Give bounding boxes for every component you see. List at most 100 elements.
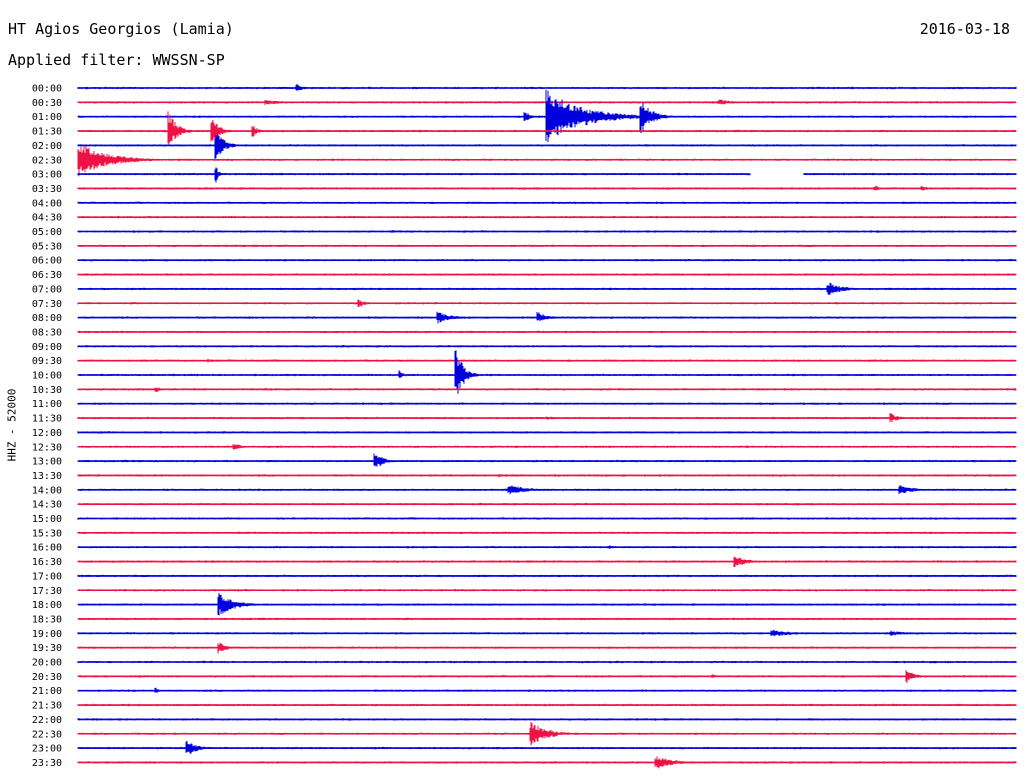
- time-label-2330: 23:30: [32, 758, 62, 769]
- time-label-0500: 05:00: [32, 227, 62, 238]
- trace-1130: [77, 413, 1017, 423]
- time-label-1930: 19:30: [32, 643, 62, 654]
- trace-1030: [77, 387, 1017, 392]
- time-label-0200: 02:00: [32, 141, 62, 152]
- time-label-0730: 07:30: [32, 299, 62, 310]
- time-tick-labels: 00:00 00:30 01:00 01:30 02:00 02:30 03:00 03:30…: [32, 84, 62, 769]
- time-label-1100: 11:00: [32, 399, 62, 410]
- time-label-2200: 22:00: [32, 715, 62, 726]
- record-date: 2016-03-18: [919, 20, 1010, 38]
- time-label-0800: 08:00: [32, 313, 62, 324]
- trace-1900: [77, 629, 1017, 637]
- time-label-0600: 06:00: [32, 256, 62, 267]
- trace-1630: [77, 556, 1017, 567]
- trace-1200: [77, 431, 1017, 434]
- trace-0400: [77, 201, 1017, 205]
- time-label-0900: 09:00: [32, 342, 62, 353]
- trace-0830: [77, 330, 1017, 334]
- time-label-1700: 17:00: [32, 571, 62, 582]
- trace-0800: [77, 311, 1017, 324]
- time-label-2230: 22:30: [32, 729, 62, 740]
- trace-0300: [77, 167, 1017, 183]
- time-label-0130: 01:30: [32, 127, 62, 138]
- time-label-1030: 10:30: [32, 385, 62, 396]
- time-label-0430: 04:30: [32, 213, 62, 224]
- time-label-1800: 18:00: [32, 600, 62, 611]
- trace-2030: [77, 670, 1017, 683]
- trace-2200: [77, 718, 1017, 721]
- trace-1330: [77, 474, 1017, 478]
- time-label-1830: 18:30: [32, 614, 62, 625]
- trace-2230: [77, 722, 1017, 746]
- time-label-2130: 21:30: [32, 701, 62, 712]
- trace-1000: [77, 350, 1017, 394]
- time-label-0830: 08:30: [32, 327, 62, 338]
- time-label-1000: 10:00: [32, 371, 62, 382]
- time-label-1230: 12:30: [32, 442, 62, 453]
- time-label-1400: 14:00: [32, 485, 62, 496]
- trace-0900: [77, 345, 1017, 348]
- trace-1500: [77, 517, 1017, 520]
- time-label-2030: 20:30: [32, 672, 62, 683]
- trace-0430: [77, 215, 1017, 219]
- time-label-1330: 13:30: [32, 471, 62, 482]
- time-label-1530: 15:30: [32, 528, 62, 539]
- trace-0130: [77, 111, 1017, 146]
- trace-2300: [77, 741, 1017, 754]
- trace-0330: [77, 185, 1017, 191]
- trace-0230: [77, 146, 1017, 177]
- time-label-1130: 11:30: [32, 414, 62, 425]
- trace-1830: [77, 617, 1017, 621]
- time-label-0230: 02:30: [32, 155, 62, 166]
- seismogram-traces: [77, 84, 1017, 769]
- trace-1100: [77, 402, 1017, 405]
- trace-1300: [77, 453, 1017, 467]
- station-title: HT Agios Georgios (Lamia): [8, 20, 234, 38]
- time-label-1600: 16:00: [32, 543, 62, 554]
- time-label-1900: 19:00: [32, 629, 62, 640]
- time-label-1200: 12:00: [32, 428, 62, 439]
- trace-1700: [77, 574, 1017, 578]
- time-label-0300: 03:00: [32, 170, 62, 181]
- trace-2130: [77, 703, 1017, 707]
- time-label-0930: 09:30: [32, 356, 62, 367]
- time-label-0530: 05:30: [32, 241, 62, 252]
- time-label-2300: 23:00: [32, 744, 62, 755]
- trace-0100: [77, 89, 1017, 143]
- trace-2100: [77, 687, 1017, 693]
- time-label-0030: 00:30: [32, 98, 62, 109]
- time-label-1500: 15:00: [32, 514, 62, 525]
- time-label-0330: 03:30: [32, 184, 62, 195]
- trace-1800: [77, 593, 1017, 616]
- time-label-1300: 13:00: [32, 457, 62, 468]
- time-label-1730: 17:30: [32, 586, 62, 597]
- trace-0700: [77, 282, 1017, 295]
- time-label-0400: 04:00: [32, 198, 62, 209]
- trace-0600: [77, 258, 1017, 262]
- trace-2000: [77, 660, 1017, 664]
- trace-0200: [77, 134, 1017, 161]
- trace-0500: [77, 230, 1017, 233]
- trace-2330: [77, 756, 1017, 769]
- trace-1930: [77, 642, 1017, 654]
- time-label-0000: 00:00: [32, 84, 62, 95]
- trace-0930: [77, 359, 1017, 363]
- trace-1600: [77, 545, 1017, 549]
- time-label-0100: 01:00: [32, 112, 62, 123]
- trace-0730: [77, 299, 1017, 307]
- trace-0630: [77, 273, 1017, 276]
- trace-1730: [77, 589, 1017, 592]
- time-label-1630: 16:30: [32, 557, 62, 568]
- trace-1400: [77, 485, 1017, 495]
- time-label-2000: 20:00: [32, 658, 62, 669]
- filter-label: Applied filter: WWSSN-SP: [8, 51, 225, 69]
- time-label-2100: 21:00: [32, 686, 62, 697]
- trace-0000: [77, 84, 1017, 91]
- trace-0530: [77, 244, 1017, 248]
- trace-1230: [77, 444, 1017, 450]
- trace-1430: [77, 502, 1017, 506]
- trace-1530: [77, 531, 1017, 535]
- time-label-0630: 06:30: [32, 270, 62, 281]
- time-label-0700: 07:00: [32, 284, 62, 295]
